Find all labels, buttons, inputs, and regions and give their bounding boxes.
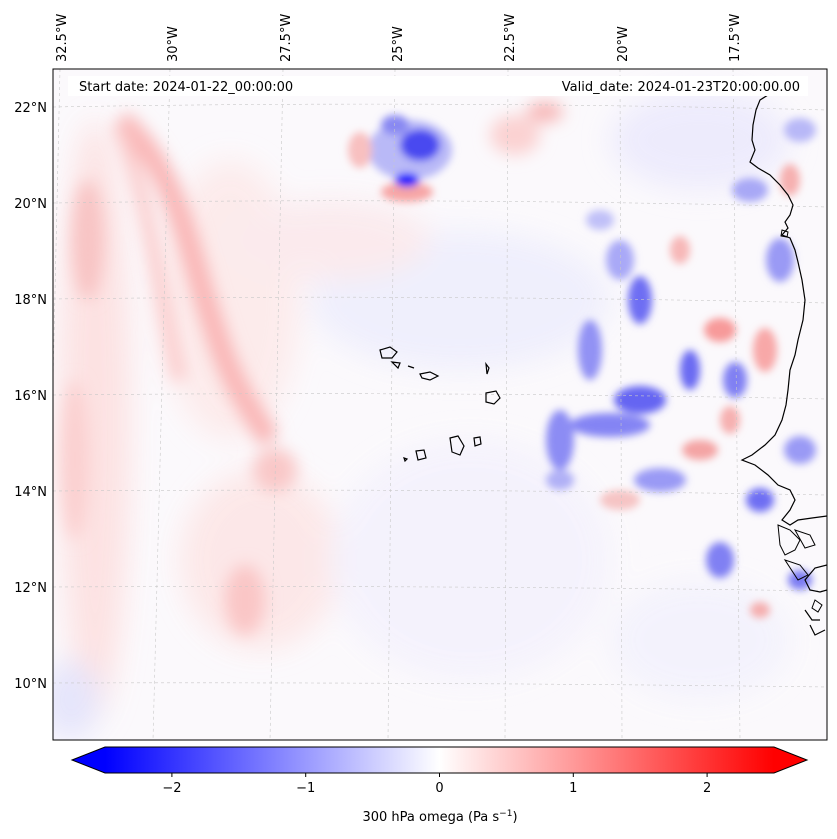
colorbar-label-suffix: ) xyxy=(512,810,517,825)
coastline xyxy=(740,94,827,636)
lon-label: 25°W xyxy=(391,26,406,62)
lon-label: 30°W xyxy=(166,26,181,62)
lat-label: 14°N xyxy=(14,485,47,500)
graticule xyxy=(53,69,827,740)
date-box xyxy=(68,76,808,96)
lon-label: 17.5°W xyxy=(728,14,743,62)
colorbar-ticks: −2 −1 0 1 2 xyxy=(162,773,711,796)
valid-date-label: Valid_date: 2024-01-23T20:00:00.00 xyxy=(562,80,800,95)
lat-label: 18°N xyxy=(14,293,47,308)
colorbar-high-extend xyxy=(774,747,807,773)
colorbar-tick-label: 2 xyxy=(703,781,711,796)
latitude-labels: 22°N 20°N 18°N 16°N 14°N 12°N 10°N xyxy=(14,101,47,692)
start-date-label: Start date: 2024-01-22_00:00:00 xyxy=(79,80,293,95)
lat-label: 20°N xyxy=(14,197,47,212)
lat-label: 10°N xyxy=(14,677,47,692)
lat-label: 22°N xyxy=(14,101,47,116)
colorbar-label: 300 hPa omega (Pa s−1) xyxy=(362,809,517,825)
map-frame xyxy=(52,68,828,741)
cabo-verde-islands xyxy=(379,346,501,463)
colorbar-label-exponent: −1 xyxy=(499,809,512,819)
colorbar: −2 −1 0 1 2 300 hPa omega (Pa s−1) xyxy=(70,746,809,825)
lon-label: 22.5°W xyxy=(503,14,518,62)
lat-label: 12°N xyxy=(14,581,47,596)
colorbar-tick-label: 0 xyxy=(435,781,443,796)
lon-label: 27.5°W xyxy=(279,14,294,62)
lat-label: 16°N xyxy=(14,389,47,404)
colorbar-label-text: 300 hPa omega (Pa s xyxy=(362,810,499,825)
colorbar-tick-label: 1 xyxy=(569,781,577,796)
lon-label: 32.5°W xyxy=(55,14,70,62)
omega-field xyxy=(53,69,827,740)
colorbar-low-extend xyxy=(72,747,105,773)
longitude-labels: 32.5°W 30°W 27.5°W 25°W 22.5°W 20°W 17.5… xyxy=(55,14,743,62)
colorbar-gradient xyxy=(105,747,774,773)
colorbar-tick-label: −2 xyxy=(162,781,181,796)
lon-label: 20°W xyxy=(616,26,631,62)
colorbar-tick-label: −1 xyxy=(296,781,315,796)
colorbar-outline xyxy=(70,746,809,774)
map-panel: Start date: 2024-01-22_00:00:00 Valid_da… xyxy=(52,68,828,741)
